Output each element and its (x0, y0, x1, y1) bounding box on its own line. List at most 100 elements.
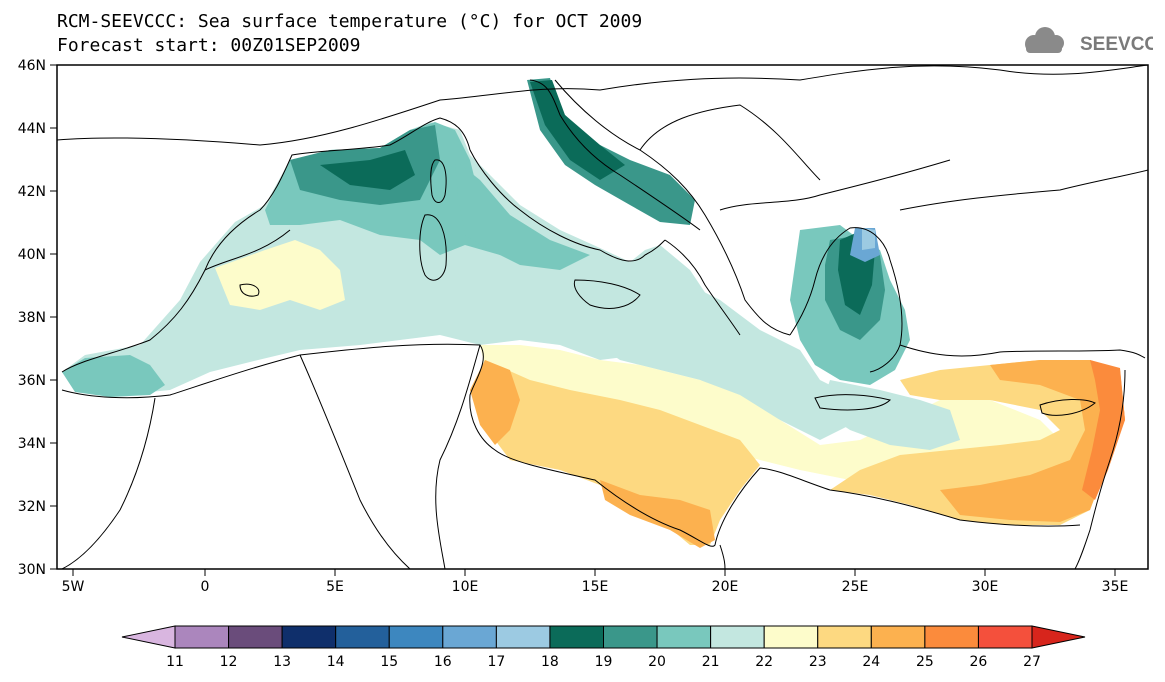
colorbar-label: 22 (755, 654, 773, 670)
colorbar-boxes (121, 625, 1086, 649)
colorbar-label: 15 (380, 654, 398, 670)
svg-text:40N: 40N (18, 247, 46, 263)
sea-tyrrhenian (455, 160, 590, 270)
lon-tick: 10E (452, 569, 478, 595)
coast-balkans (554, 79, 791, 336)
sea-libya-coast-warm (600, 480, 715, 548)
coast-corsica (430, 159, 447, 203)
svg-text:35E: 35E (1102, 579, 1129, 595)
colorbar-label: 21 (702, 654, 720, 670)
svg-text:15E: 15E (582, 579, 609, 595)
lat-tick: 32N (18, 499, 57, 515)
lat-tick: 36N (18, 373, 57, 389)
lon-tick: 25E (842, 569, 869, 595)
coastlines (57, 65, 1148, 569)
svg-text:20E: 20E (712, 579, 739, 595)
svg-text:30N: 30N (18, 562, 46, 578)
colorbar-label: 14 (327, 654, 345, 670)
svg-text:38N: 38N (18, 310, 46, 326)
colorbar-label: 13 (273, 654, 291, 670)
coast-levant (1074, 369, 1126, 569)
colorbar-label: 16 (434, 654, 452, 670)
lat-tick: 40N (18, 247, 57, 263)
sea-gulf-of-sidra-warm (470, 360, 520, 445)
lat-tick: 42N (18, 184, 57, 200)
lat-tick: 30N (18, 562, 57, 578)
colorbar-label: 24 (862, 654, 880, 670)
colorbar-max-triangle (1031, 625, 1086, 649)
sea-ionian (590, 270, 860, 440)
seevccc-logo: SEEVCCC (1025, 27, 1153, 55)
coast-cyprus (1039, 399, 1096, 416)
lon-tick: 5W (62, 569, 85, 595)
lon-tick: 15E (582, 569, 609, 595)
colorbar-box (388, 625, 444, 649)
colorbar-label: 26 (970, 654, 988, 670)
coast-italy-heel (664, 239, 741, 336)
svg-text:5W: 5W (62, 579, 85, 595)
colorbar-box (228, 625, 283, 649)
coast-italy-east (529, 79, 701, 231)
coast-north-africa (61, 343, 1081, 547)
sea-levantine-hot (1082, 360, 1125, 500)
map-subtitle: Forecast start: 00Z01SEP2009 (57, 35, 361, 56)
sst-map: 46N 44N 42N 40N 38N 36N 34N 32N 30N 5W 0… (18, 58, 1149, 595)
lon-tick: 20E (712, 569, 739, 595)
colorbar-box (763, 625, 819, 649)
colorbar-label: 18 (541, 654, 559, 670)
colorbar-box (281, 625, 337, 649)
svg-text:5E: 5E (326, 579, 344, 595)
sea-alboran (62, 355, 165, 397)
colorbar-box (442, 625, 497, 649)
sea-temperature-field (62, 78, 1125, 548)
colorbar-label: 20 (648, 654, 666, 670)
lon-tick: 30E (972, 569, 998, 595)
colorbar-label: 27 (1023, 654, 1041, 670)
colorbar-label: 23 (809, 654, 827, 670)
sea-adriatic-cold (530, 80, 625, 180)
sea-west-base (62, 122, 740, 395)
border-balkans-1 (639, 104, 821, 181)
coast-mallorca (239, 283, 260, 297)
sea-marmara-coolest (862, 228, 875, 250)
svg-text:SEEVCCC: SEEVCCC (1080, 34, 1153, 55)
sea-levantine-warm (940, 360, 1125, 522)
sea-adriatic (527, 78, 695, 225)
colorbar-box (817, 625, 872, 649)
svg-text:25E: 25E (842, 579, 869, 595)
sea-crete-basin (820, 380, 960, 450)
svg-text:44N: 44N (18, 121, 46, 137)
border-africa-3 (719, 544, 726, 569)
coast-sardinia (419, 214, 447, 281)
colorbar-box (495, 625, 551, 649)
colorbar-box (174, 625, 230, 649)
colorbar-box (549, 625, 604, 649)
colorbar-label: 17 (487, 654, 505, 670)
colorbar-box (603, 625, 658, 649)
border-france-spain (204, 229, 291, 271)
svg-text:46N: 46N (18, 58, 46, 74)
coast-greece (789, 227, 903, 373)
colorbar-box (656, 625, 712, 649)
svg-text:0: 0 (201, 579, 210, 595)
coast-sicily (573, 279, 641, 309)
map-title: RCM-SEEVCCC: Sea surface temperature (°C… (57, 11, 643, 32)
colorbar-labels: 11 12 13 14 15 16 17 18 19 20 21 22 23 24 25 26 27 (166, 654, 1041, 670)
colorbar-min-triangle (121, 625, 176, 649)
colorbar-box (924, 625, 979, 649)
colorbar-label: 12 (220, 654, 238, 670)
lon-tick: 0 (201, 569, 210, 595)
lat-tick: 38N (18, 310, 57, 326)
lon-axis: 5W 0 5E 10E 15E 20E 25E 30E 35E (62, 569, 1129, 595)
svg-text:32N: 32N (18, 499, 46, 515)
lon-tick: 5E (326, 569, 344, 595)
lat-tick: 46N (18, 58, 57, 74)
colorbar-label: 19 (595, 654, 613, 670)
border-africa-2 (435, 344, 481, 569)
colorbar-box (710, 625, 765, 649)
colorbar-box (870, 625, 926, 649)
colorbar-label: 25 (916, 654, 934, 670)
lon-tick: 35E (1102, 569, 1129, 595)
lat-tick: 44N (18, 121, 57, 137)
lat-axis: 46N 44N 42N 40N 38N 36N 34N 32N 30N (18, 58, 57, 578)
